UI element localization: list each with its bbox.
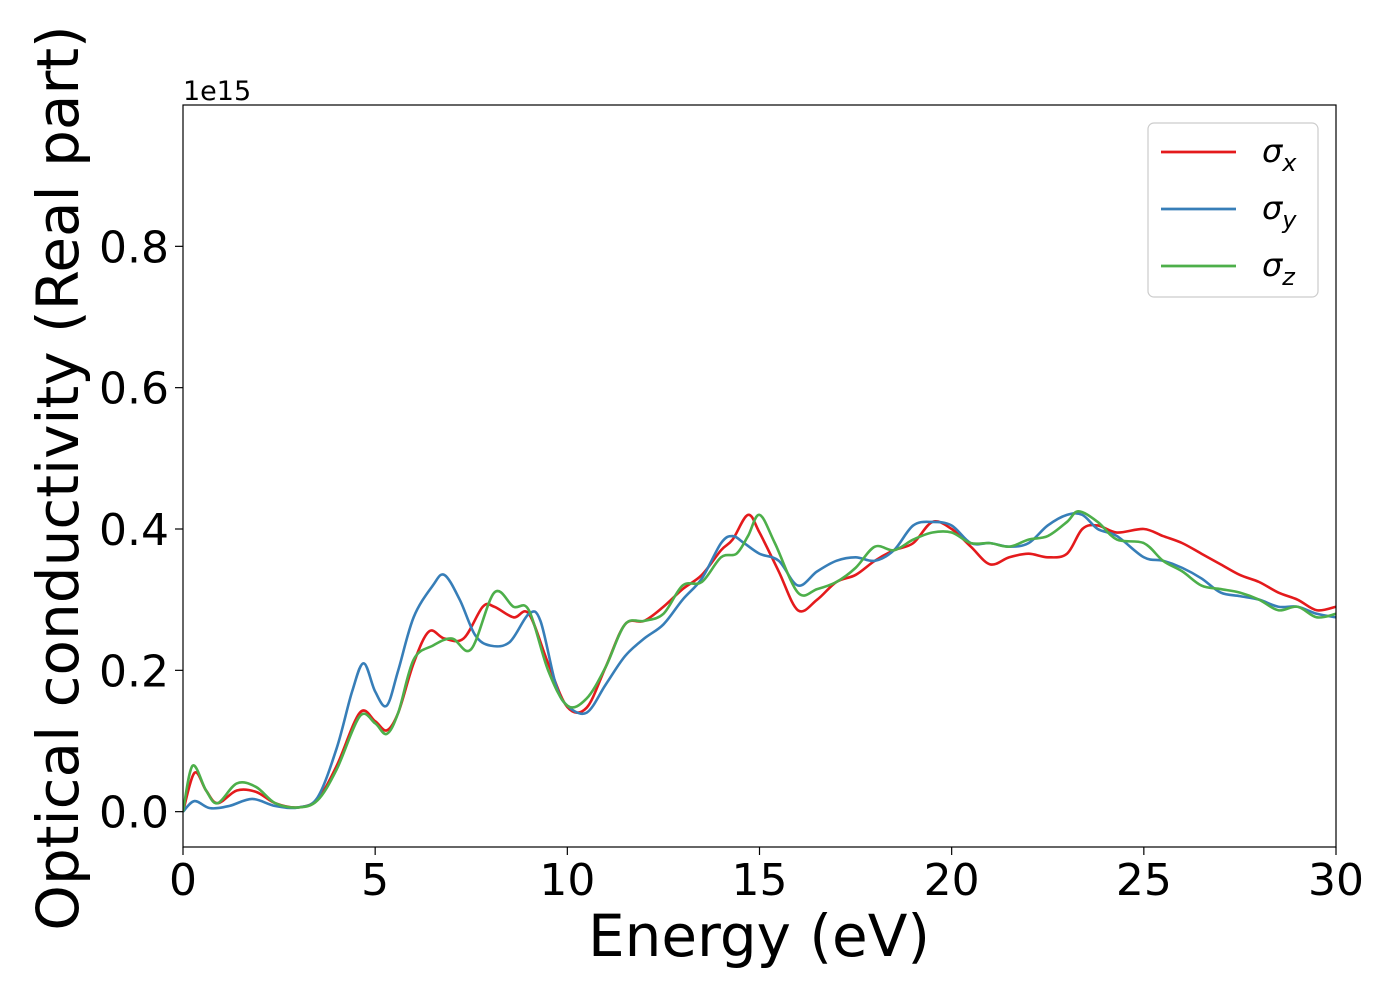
- x-tick-label: 25: [1116, 855, 1172, 906]
- y-axis-label: Optical conductivity (Real part): [24, 25, 92, 930]
- series-layer: [183, 510, 1336, 813]
- x-tick-label: 10: [539, 855, 595, 906]
- y-tick-label: 0.0: [99, 788, 169, 839]
- legend-label: σx: [1262, 132, 1297, 177]
- legend-label: σy: [1262, 189, 1297, 234]
- x-tick-label: 20: [924, 855, 980, 906]
- y-tick-label: 0.4: [99, 505, 169, 556]
- series-line-z: [183, 510, 1336, 812]
- x-axis-label: Energy (eV): [588, 902, 930, 970]
- legend-label: σz: [1262, 246, 1296, 291]
- legend: σx σy σz: [1147, 122, 1319, 298]
- series-line-x: [183, 513, 1336, 813]
- x-tick-label: 15: [732, 855, 788, 906]
- y-tick-label: 0.8: [99, 222, 169, 273]
- x-tick-label: 5: [361, 855, 389, 906]
- x-tick-label: 0: [169, 855, 197, 906]
- y-offset-label: 1e15: [183, 76, 251, 107]
- axes-layer: 0 5 10 15 20 25 30 0.0 0.2 0.4 0.6 0.8: [99, 104, 1364, 906]
- series-line-y: [183, 512, 1336, 813]
- x-tick-label: 30: [1308, 855, 1364, 906]
- y-tick-label: 0.2: [99, 646, 169, 697]
- y-tick-label: 0.6: [99, 364, 169, 415]
